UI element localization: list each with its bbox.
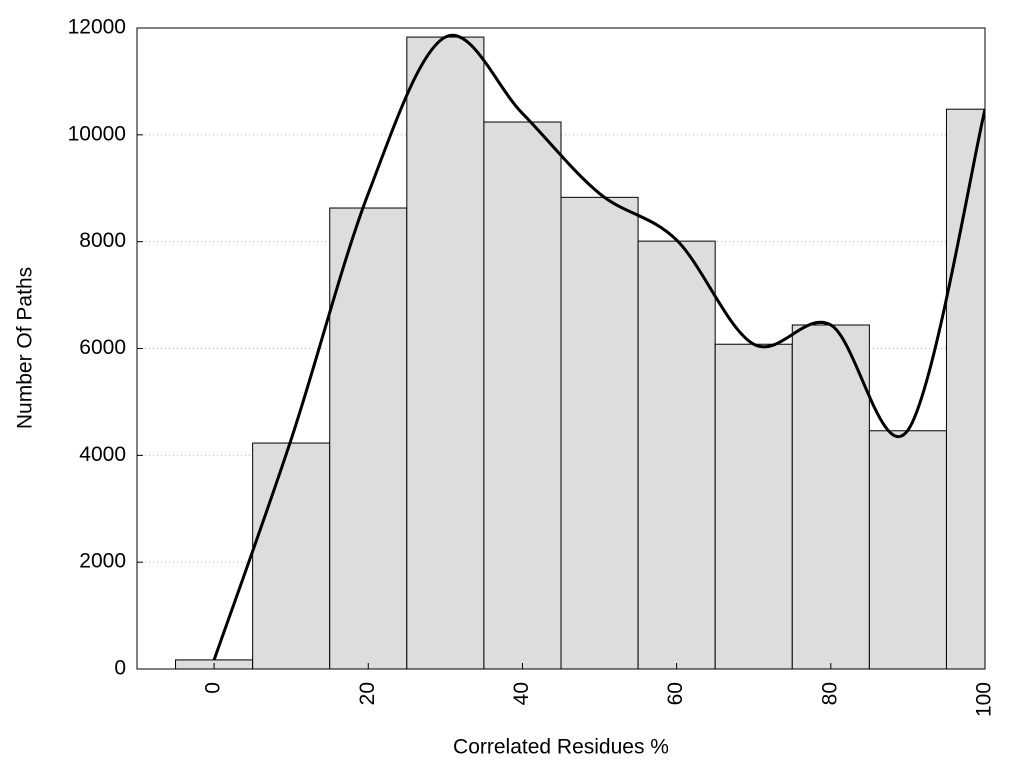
bar [252, 442, 331, 669]
x-tick-label: 40 [510, 682, 533, 705]
bar [714, 343, 793, 669]
bar [791, 324, 870, 669]
y-tick-label: 0 [114, 657, 126, 680]
curve [212, 33, 985, 661]
y-tick-label: 2000 [79, 550, 126, 573]
ticks: 0 2000 4000 6000 8000 10000 12000 0 20 40 60 80 100 [68, 16, 996, 718]
y-tick-label: 6000 [79, 336, 126, 359]
x-tick-label: 60 [664, 682, 687, 705]
x-tick-label: 100 [973, 682, 996, 717]
bars [175, 36, 985, 669]
bar [560, 196, 639, 669]
bar [329, 207, 408, 669]
x-tick-label: 20 [356, 682, 379, 705]
y-tick-label: 4000 [79, 443, 126, 466]
bar [637, 240, 716, 669]
x-tick-label: 0 [202, 682, 225, 694]
x-axis-title: Correlated Residues % [453, 736, 669, 759]
bar [406, 36, 485, 669]
bar [483, 121, 562, 669]
y-tick-label: 12000 [68, 16, 126, 39]
y-tick-label: 8000 [79, 229, 126, 252]
y-tick-label: 10000 [68, 122, 126, 145]
bar [868, 430, 947, 669]
x-tick-label: 80 [818, 682, 841, 705]
y-axis-title: Number Of Paths [14, 267, 37, 429]
smooth-curve [212, 33, 985, 661]
